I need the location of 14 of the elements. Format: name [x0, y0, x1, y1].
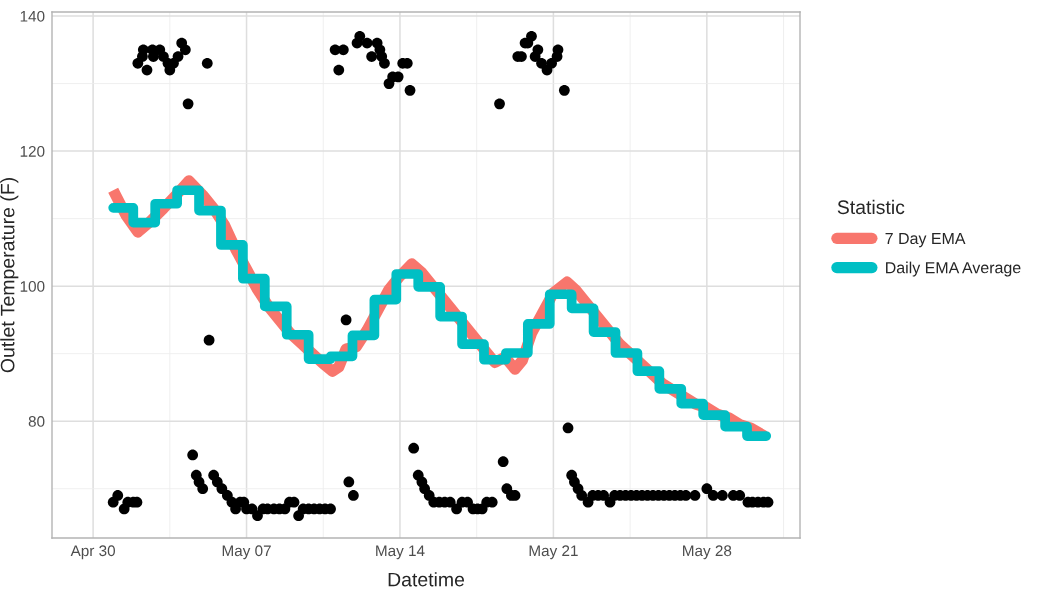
legend-label: Daily EMA Average — [886, 261, 1021, 277]
y-tick-label: 140 — [20, 10, 45, 22]
y-tick-label: 80 — [28, 416, 45, 427]
y-axis-title: Outlet Temperature (F) — [0, 178, 19, 373]
legend-title: Statistic — [837, 199, 905, 215]
x-tick-label: May 07 — [222, 545, 271, 560]
x-tick-label: May 14 — [376, 545, 425, 560]
x-tick-label: May 21 — [529, 545, 578, 560]
y-tick-label: 120 — [20, 145, 45, 157]
x-axis-title: Datetime — [388, 572, 465, 587]
x-tick-label: Apr 30 — [70, 545, 116, 560]
y-tick-label: 100 — [20, 281, 45, 292]
x-tick-label: May 28 — [683, 545, 732, 560]
legend-label: 7 Day EMA — [885, 232, 966, 248]
